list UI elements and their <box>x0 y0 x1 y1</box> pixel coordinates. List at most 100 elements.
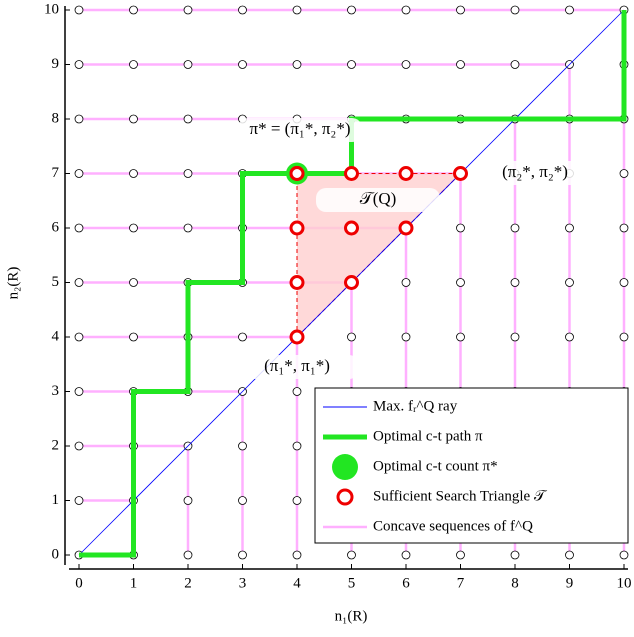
triangle-point <box>289 166 305 181</box>
legend-label: Sufficient Search Triangle 𝒯 <box>373 488 548 504</box>
grid-point <box>183 169 193 178</box>
annotation: 𝒯(Q) <box>360 189 397 208</box>
y-tick-label: 9 <box>52 56 60 72</box>
series-line <box>79 10 627 558</box>
grid-point <box>347 5 356 15</box>
grid-point <box>619 278 629 287</box>
grid-point <box>74 114 84 124</box>
y-tick-label: 7 <box>52 165 60 181</box>
y-tick-label: 6 <box>52 219 60 235</box>
y-tick-label: 0 <box>52 546 60 562</box>
y-tick-label: 3 <box>52 383 60 399</box>
grid-point <box>401 278 411 287</box>
annotation-bg <box>238 118 362 142</box>
grid-point <box>183 550 193 560</box>
x-tick-label: 2 <box>184 575 192 591</box>
x-tick-label: 8 <box>511 575 519 591</box>
grid-point <box>292 550 302 560</box>
grid-point <box>129 169 138 178</box>
grid-point <box>129 114 138 124</box>
triangle-point <box>289 329 305 345</box>
grid-point <box>510 332 520 342</box>
grid-point <box>565 278 574 287</box>
grid-point <box>565 332 574 342</box>
grid-point <box>292 441 302 451</box>
triangle-point <box>453 166 468 181</box>
grid-point <box>565 223 574 233</box>
grid-point <box>74 441 84 451</box>
grid-point <box>292 496 302 505</box>
grid-point <box>347 550 356 560</box>
grid-point <box>74 278 84 287</box>
grid-point <box>456 5 465 15</box>
grid-point <box>347 60 356 69</box>
y-axis-label: n₂(R) <box>5 267 21 300</box>
grid-point <box>456 550 465 560</box>
grid-point <box>183 5 193 15</box>
grid-point <box>510 550 520 560</box>
grid-point <box>183 496 193 505</box>
triangle-point <box>398 220 414 236</box>
grid-point <box>456 332 465 342</box>
triangle-point <box>344 220 359 236</box>
grid-point <box>565 5 574 15</box>
grid-point <box>74 387 84 396</box>
grid-point <box>238 496 247 505</box>
triangle-point <box>289 220 305 236</box>
grid-point <box>565 550 574 560</box>
grid-point <box>619 223 629 233</box>
x-axis-label: n₁(R) <box>335 608 368 624</box>
grid-point <box>238 332 247 342</box>
triangle-point <box>344 275 359 290</box>
grid-point <box>456 278 465 287</box>
grid-point <box>183 223 193 233</box>
grid-point <box>238 5 247 15</box>
legend-label: Optimal c-t path π <box>373 428 483 444</box>
grid-point <box>401 550 411 560</box>
x-tick-label: 3 <box>239 575 247 591</box>
grid-point <box>401 60 411 69</box>
grid-point <box>238 60 247 69</box>
grid-point <box>292 387 302 396</box>
x-tick-label: 9 <box>566 575 574 591</box>
annotation-bg <box>316 188 440 212</box>
grid-point <box>129 223 138 233</box>
grid-point <box>129 332 138 342</box>
annotation-bg <box>235 355 359 379</box>
annotation: (π₂*, π₂*) <box>502 162 568 181</box>
legend-swatch <box>332 454 358 480</box>
grid-point <box>619 550 629 560</box>
x-tick-label: 7 <box>457 575 465 591</box>
y-tick-label: 1 <box>52 492 60 508</box>
grid-point <box>292 60 302 69</box>
grid-point <box>401 5 411 15</box>
annotation-bg <box>473 161 597 185</box>
grid-point <box>510 223 520 233</box>
grid-point <box>129 278 138 287</box>
x-tick-label: 1 <box>130 575 138 591</box>
grid-point <box>74 5 84 15</box>
grid-point <box>510 60 520 69</box>
legend-box <box>314 387 629 544</box>
y-tick-label: 8 <box>52 110 60 126</box>
grid-point <box>183 60 193 69</box>
triangle-point <box>398 166 414 181</box>
grid-point <box>74 60 84 69</box>
grid-point <box>74 496 84 505</box>
grid-point <box>401 332 411 342</box>
grid-point <box>510 5 520 15</box>
grid-point <box>619 169 629 178</box>
legend-label: Max. fᵣ^Q ray <box>373 398 458 414</box>
triangle-point <box>344 166 359 181</box>
legend-label: Concave sequences of f^Q <box>373 518 533 534</box>
grid-point <box>183 114 193 124</box>
grid-point <box>292 5 302 15</box>
y-tick-label: 2 <box>52 437 60 453</box>
grid-point <box>510 278 520 287</box>
grid-point <box>619 332 629 342</box>
triangle-point <box>289 275 305 290</box>
grid-point <box>238 441 247 451</box>
x-tick-label: 10 <box>617 575 632 591</box>
